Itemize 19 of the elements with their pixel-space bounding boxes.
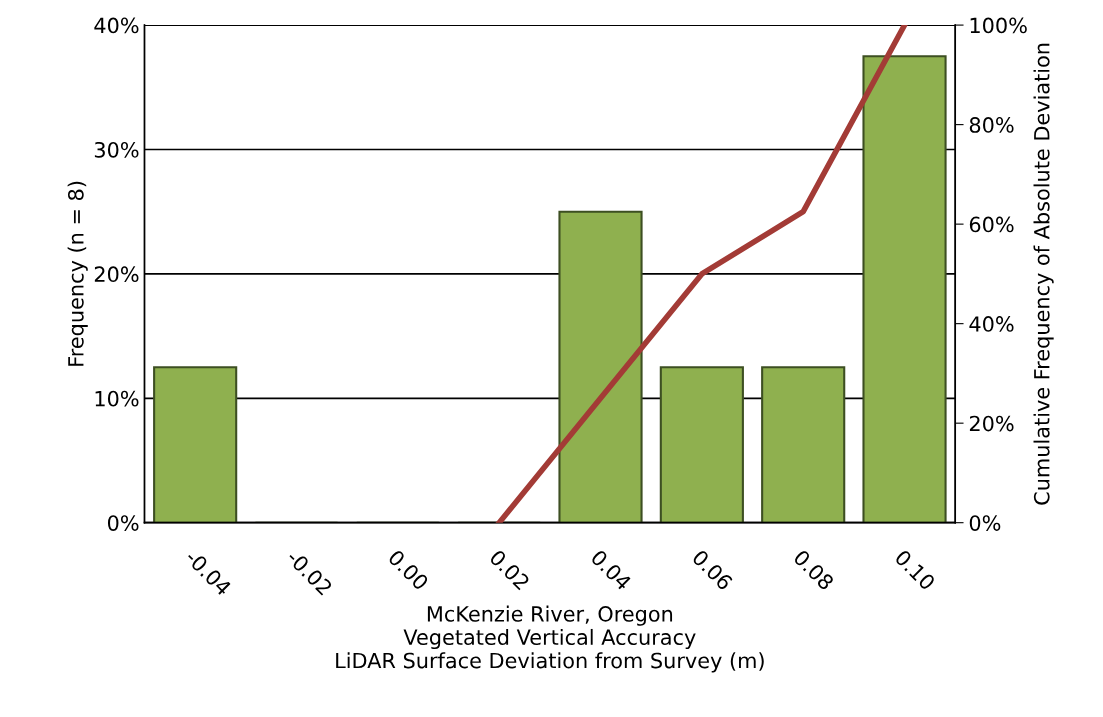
y-axis-title: Frequency (n = 8): [67, 181, 88, 366]
y-tick-label: 0%: [107, 515, 139, 531]
y-tick-label: 40%: [94, 17, 139, 34]
x-axis-title: McKenzie River, Oregon Vegetated Vertical Accuracy LiDAR Surface Deviation from Survey (m): [336, 605, 764, 673]
y2-tick-label: 80%: [969, 117, 1014, 133]
y-tick-label: 20%: [94, 266, 139, 283]
y-tick-label: 30%: [94, 141, 139, 158]
bar: [558, 210, 643, 523]
bar: [761, 366, 846, 523]
bar: [659, 366, 744, 523]
y2-tick-label: 0%: [969, 515, 1001, 531]
y-tick-label: 10%: [95, 390, 139, 407]
bar: [153, 366, 238, 523]
bar: [862, 55, 947, 523]
y2-tick-label: 20%: [969, 415, 1014, 432]
y2-axis-title: Cumulative Frequency of Absolute Deviation: [1033, 43, 1054, 505]
y2-tick-label: 60%: [969, 216, 1014, 233]
y2-tick-label: 40%: [969, 316, 1014, 332]
y2-tick-label: 100%: [970, 17, 1027, 34]
